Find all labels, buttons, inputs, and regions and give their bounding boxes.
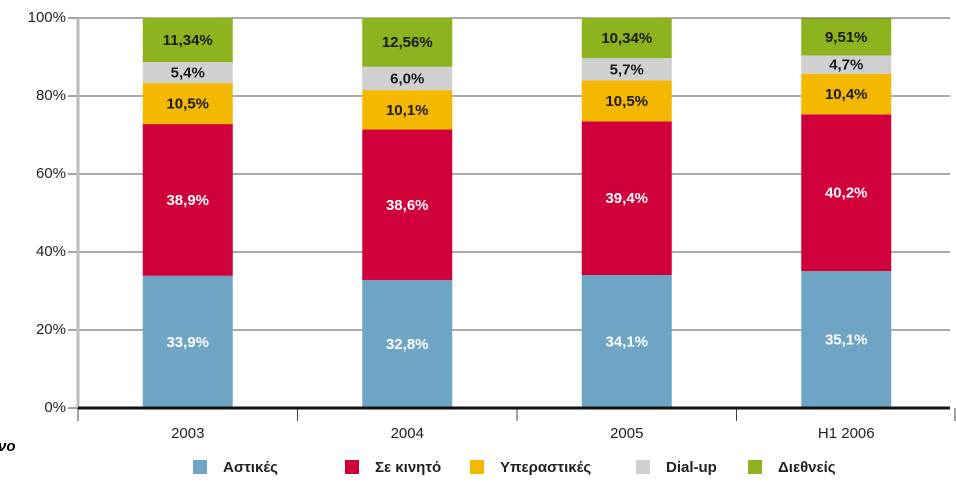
bar-segment [581,58,672,81]
legend-label: Διεθνείς [778,459,836,476]
bar-segment [801,114,892,272]
bar-segment [142,275,233,408]
data-label: 10,4% [825,86,868,103]
y-tick-label: 80% [36,87,66,104]
bar-segment [142,83,233,125]
y-tick-label: 60% [36,165,66,182]
bar-segment [142,17,233,63]
legend-label: Υπεραστικές [500,459,591,476]
bar-segment [801,73,892,115]
bar-segment [581,80,672,122]
y-tick-label: 0% [44,399,66,416]
data-label: 4,7% [829,57,863,74]
note: νο [0,438,16,455]
bar-segment [362,90,453,130]
data-label: 10,34% [601,30,652,47]
bar-segment [362,129,453,281]
data-label: 34,1% [605,333,648,350]
legend-label: Αστικές [223,459,278,476]
bar-segment [801,55,892,74]
data-label: 10,1% [386,102,429,119]
legend-swatch [636,460,650,474]
data-label: 5,4% [171,65,205,82]
x-tick-label: 2005 [610,425,643,442]
legend-label: Σε κινητό [375,459,441,476]
data-label: 40,2% [825,185,868,202]
data-label: 38,9% [166,192,209,209]
legend-swatch [748,460,762,474]
x-tick-label: 2003 [171,425,204,442]
x-tick-label: 2004 [391,425,424,442]
data-label: 39,4% [605,190,648,207]
x-tick-label: H1 2006 [818,425,875,442]
data-label: 10,5% [166,96,209,113]
bar-segment [801,271,892,408]
data-label: 38,6% [386,197,429,214]
y-tick-label: 40% [36,243,66,260]
data-label: 5,7% [610,61,644,78]
y-tick-label: 20% [36,321,66,338]
bar-segment [142,62,233,84]
bar-segment [801,18,892,56]
data-label: 12,56% [382,34,433,51]
data-label: 35,1% [825,332,868,349]
legend-label: Dial-up [666,459,717,476]
legend-swatch [470,460,484,474]
bar-segment [581,17,672,59]
data-label: 32,8% [386,336,429,353]
legend-swatch [193,460,207,474]
bar-segment [581,275,672,408]
legend-swatch [345,460,359,474]
data-label: 6,0% [390,70,424,87]
bar-segment [142,124,233,276]
data-label: 10,5% [605,93,648,110]
data-label: 33,9% [166,334,209,351]
y-tick-label: 100% [28,9,66,26]
data-label: 11,34% [163,32,213,49]
bar-segment [362,66,453,91]
bar-segment [581,121,672,276]
bar-segment [362,17,453,67]
data-label: 9,51% [825,29,868,46]
bar-segment [362,280,453,408]
